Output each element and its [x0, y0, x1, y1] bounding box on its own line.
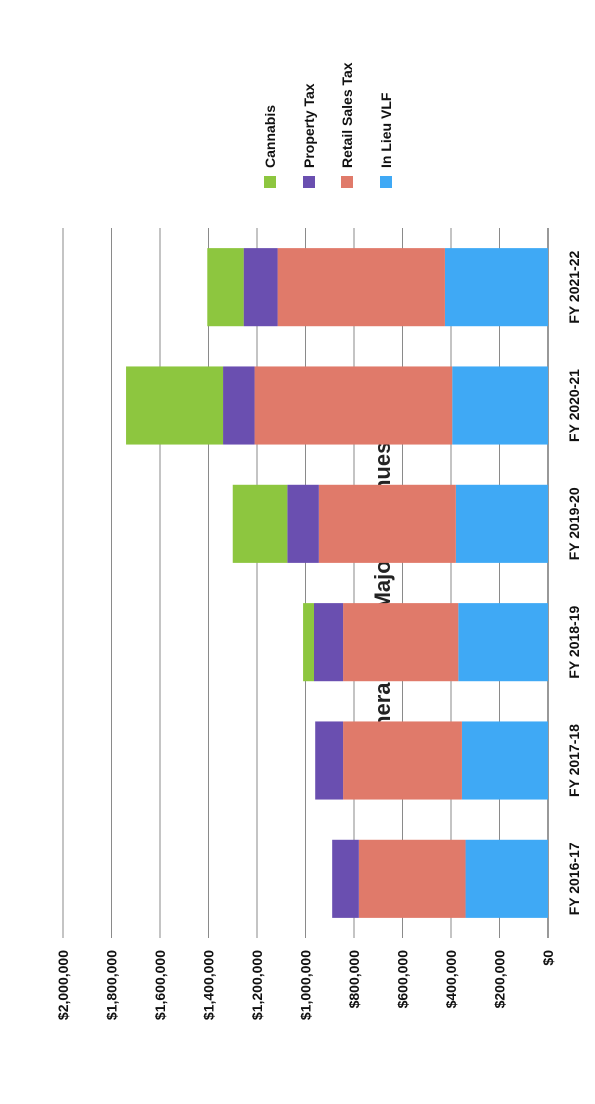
category-tick-label: FY 2019-20	[566, 487, 582, 560]
bars	[126, 248, 548, 918]
legend-swatch-retail-sales-tax	[341, 176, 353, 188]
category-tick-label: FY 2016-17	[566, 842, 582, 915]
category-axis-ticks: FY 2016-17 FY 2017-18 FY 2018-19 FY 2019-20…	[566, 251, 582, 916]
category-tick-label: FY 2018-19	[566, 606, 582, 679]
legend-label-in-lieu-vlf: In Lieu VLF	[378, 92, 394, 168]
bar-segment-retail-sales-tax	[318, 484, 456, 563]
value-tick-label: $800,000	[346, 950, 362, 1009]
bar-segment-cannabis	[303, 603, 314, 682]
bar-segment-retail-sales-tax	[277, 248, 445, 327]
legend-label-property-tax: Property Tax	[301, 83, 317, 168]
legend: Cannabis Property Tax Retail Sales Tax In L…	[262, 62, 394, 188]
bar-segment-property-tax	[315, 721, 344, 800]
value-tick-label: $2,000,000	[55, 950, 71, 1020]
bar-segment-retail-sales-tax	[343, 721, 462, 800]
bar-segment-retail-sales-tax	[343, 603, 459, 682]
bar-segment-property-tax	[313, 603, 344, 682]
bar-segment-cannabis	[207, 248, 244, 327]
category-tick-label: FY 2017-18	[566, 724, 582, 797]
category-tick-label: FY 2020-21	[566, 369, 582, 442]
bar-segment-property-tax	[223, 366, 255, 445]
bar-segment-retail-sales-tax	[358, 839, 466, 918]
bar-segment-property-tax	[243, 248, 278, 327]
bar-segment-in-lieu-vlf	[455, 484, 548, 563]
value-tick-label: $1,000,000	[298, 950, 314, 1020]
legend-swatch-in-lieu-vlf	[380, 176, 392, 188]
value-tick-label: $600,000	[395, 950, 411, 1009]
category-tick-label: FY 2021-22	[566, 251, 582, 324]
value-axis-ticks: $0 $200,000 $400,000 $600,000 $800,000 $1,000…	[55, 950, 556, 1020]
bar-segment-cannabis	[232, 484, 288, 563]
legend-swatch-cannabis	[264, 176, 276, 188]
value-tick-label: $200,000	[492, 950, 508, 1009]
value-tick-label: $1,200,000	[249, 950, 265, 1020]
bar-segment-in-lieu-vlf	[452, 366, 548, 445]
legend-label-retail-sales-tax: Retail Sales Tax	[339, 62, 355, 168]
bar-segment-cannabis	[126, 366, 224, 445]
value-tick-label: $0	[540, 950, 556, 966]
grid-lines	[62, 228, 549, 938]
bar-segment-in-lieu-vlf	[461, 721, 548, 800]
value-tick-label: $400,000	[443, 950, 459, 1009]
legend-label-cannabis: Cannabis	[262, 105, 278, 168]
bar-segment-retail-sales-tax	[254, 366, 453, 445]
value-tick-label: $1,600,000	[152, 950, 168, 1020]
bar-segment-in-lieu-vlf	[444, 248, 548, 327]
bar-segment-property-tax	[287, 484, 319, 563]
bar-segment-in-lieu-vlf	[465, 839, 548, 918]
legend-swatch-property-tax	[303, 176, 315, 188]
bar-segment-property-tax	[332, 839, 359, 918]
value-tick-label: $1,800,000	[104, 950, 120, 1020]
value-tick-label: $1,400,000	[201, 950, 217, 1020]
bar-segment-in-lieu-vlf	[458, 603, 548, 682]
